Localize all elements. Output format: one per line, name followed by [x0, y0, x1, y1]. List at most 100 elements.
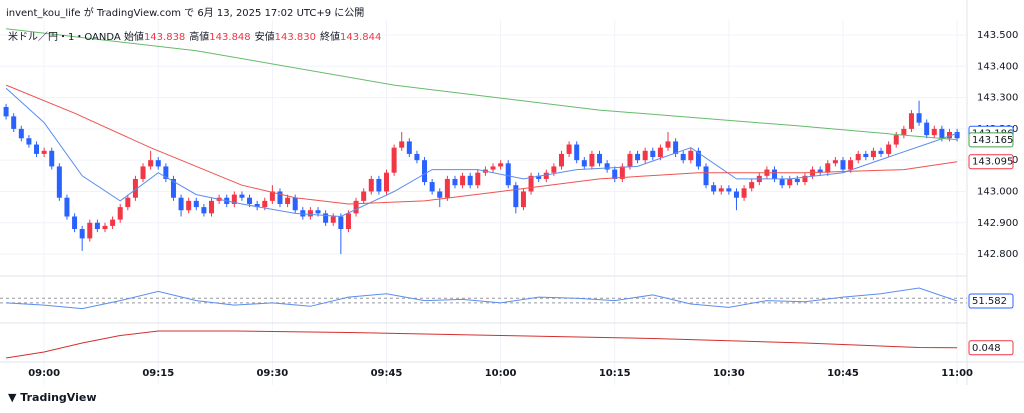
- candle-body: [330, 216, 336, 223]
- candle-body: [117, 207, 123, 220]
- candle-body: [916, 113, 922, 123]
- candle-body: [947, 132, 953, 139]
- candle-body: [680, 153, 686, 161]
- brand: TradingView: [20, 391, 97, 404]
- candle-body: [422, 160, 428, 183]
- x-tick-label: 10:00: [485, 368, 517, 379]
- candle-body: [832, 160, 838, 164]
- candle-body: [140, 166, 146, 179]
- candle-body: [163, 166, 169, 179]
- candle-body: [619, 166, 625, 179]
- candle-body: [94, 222, 100, 230]
- candle-body: [437, 191, 443, 198]
- candle-body: [779, 178, 785, 186]
- candle-body: [125, 197, 131, 208]
- candle-body: [193, 200, 199, 208]
- candle-body: [581, 160, 587, 167]
- candle-body: [787, 178, 793, 186]
- candle-body: [247, 197, 253, 204]
- candle-body: [924, 122, 930, 136]
- candle-body: [589, 153, 595, 167]
- candle-body: [72, 216, 78, 230]
- candle-body: [41, 150, 47, 154]
- price-label: 143.095: [972, 157, 1013, 168]
- candle-body: [840, 160, 846, 170]
- candle-body: [817, 169, 823, 173]
- candle-body: [695, 150, 701, 167]
- candle-body: [307, 210, 313, 217]
- candle-body: [726, 188, 732, 192]
- candle-body: [673, 141, 679, 154]
- candle-body: [665, 141, 671, 148]
- header: invent_kou_life が TradingView.com で 6月 1…: [6, 8, 365, 19]
- candle-body: [954, 132, 960, 139]
- symbol: 米ドル／円・1・OANDA: [8, 32, 121, 43]
- candle-body: [642, 150, 648, 161]
- candle-body: [269, 191, 275, 201]
- candle-body: [444, 178, 450, 198]
- candle-body: [520, 191, 526, 208]
- legend: 米ドル／円・1・OANDA 始値143.838 高値143.848 安値143.83…: [8, 28, 385, 43]
- candle-body: [345, 213, 351, 230]
- candle-body: [574, 144, 580, 161]
- candle-body: [18, 128, 24, 139]
- candle-body: [376, 178, 382, 192]
- candle-body: [155, 160, 161, 167]
- candle-body: [254, 203, 260, 208]
- candle-body: [406, 141, 412, 154]
- x-tick-label: 09:15: [142, 368, 174, 379]
- candle-body: [566, 144, 572, 154]
- x-tick-label: 10:15: [599, 368, 631, 379]
- ohlc-value: 143.830: [274, 32, 317, 43]
- candle-body: [551, 166, 557, 173]
- candle-body: [718, 188, 724, 192]
- candle-body: [475, 172, 481, 186]
- candle-body: [908, 113, 914, 129]
- candle-body: [772, 169, 778, 179]
- candle-body: [939, 128, 945, 139]
- ohlc-value: 143.838: [143, 32, 186, 43]
- candle-body: [277, 191, 283, 204]
- candle-body: [558, 153, 564, 167]
- candle-body: [368, 178, 374, 192]
- candle-body: [64, 197, 70, 217]
- candle-body: [452, 178, 458, 186]
- moving-average: [5, 87, 958, 218]
- candle-body: [467, 175, 473, 186]
- candle-body: [604, 163, 610, 170]
- ohlc-label: 終値: [320, 32, 341, 43]
- ohlc-label: 始値: [123, 32, 144, 43]
- candle-body: [132, 178, 138, 198]
- ohlc-value: 143.848: [209, 32, 251, 43]
- candle-body: [505, 163, 511, 186]
- y-tick-label: 143.300: [977, 93, 1018, 104]
- candle-body: [26, 138, 32, 145]
- candle-body: [34, 144, 40, 154]
- ohlc: 始値143.838 高値143.848 安値143.830 終値143.844: [124, 32, 385, 43]
- y-tick-label: 142.900: [977, 218, 1018, 229]
- candle-body: [429, 182, 435, 192]
- candle-body: [87, 222, 93, 239]
- x-tick-label: 09:30: [256, 368, 288, 379]
- price-label-box: [968, 132, 1014, 148]
- candle-body: [513, 185, 519, 208]
- candle-body: [711, 185, 717, 192]
- candle-body: [931, 128, 937, 136]
- candle-body: [3, 106, 9, 117]
- candle-body: [848, 160, 854, 170]
- candle-body: [56, 166, 62, 198]
- candle-body: [749, 182, 755, 189]
- candle-body: [338, 216, 344, 230]
- candle-body: [627, 153, 633, 167]
- candle-body: [878, 150, 884, 154]
- candle-body: [239, 194, 245, 198]
- candle-body: [612, 169, 618, 179]
- x-tick-label: 10:45: [827, 368, 859, 379]
- candle-body: [323, 213, 329, 223]
- candle-body: [361, 191, 367, 201]
- x-tick-label: 10:30: [713, 368, 745, 379]
- candle-body: [893, 135, 899, 145]
- candle-body: [292, 197, 298, 211]
- candle-body: [383, 172, 389, 192]
